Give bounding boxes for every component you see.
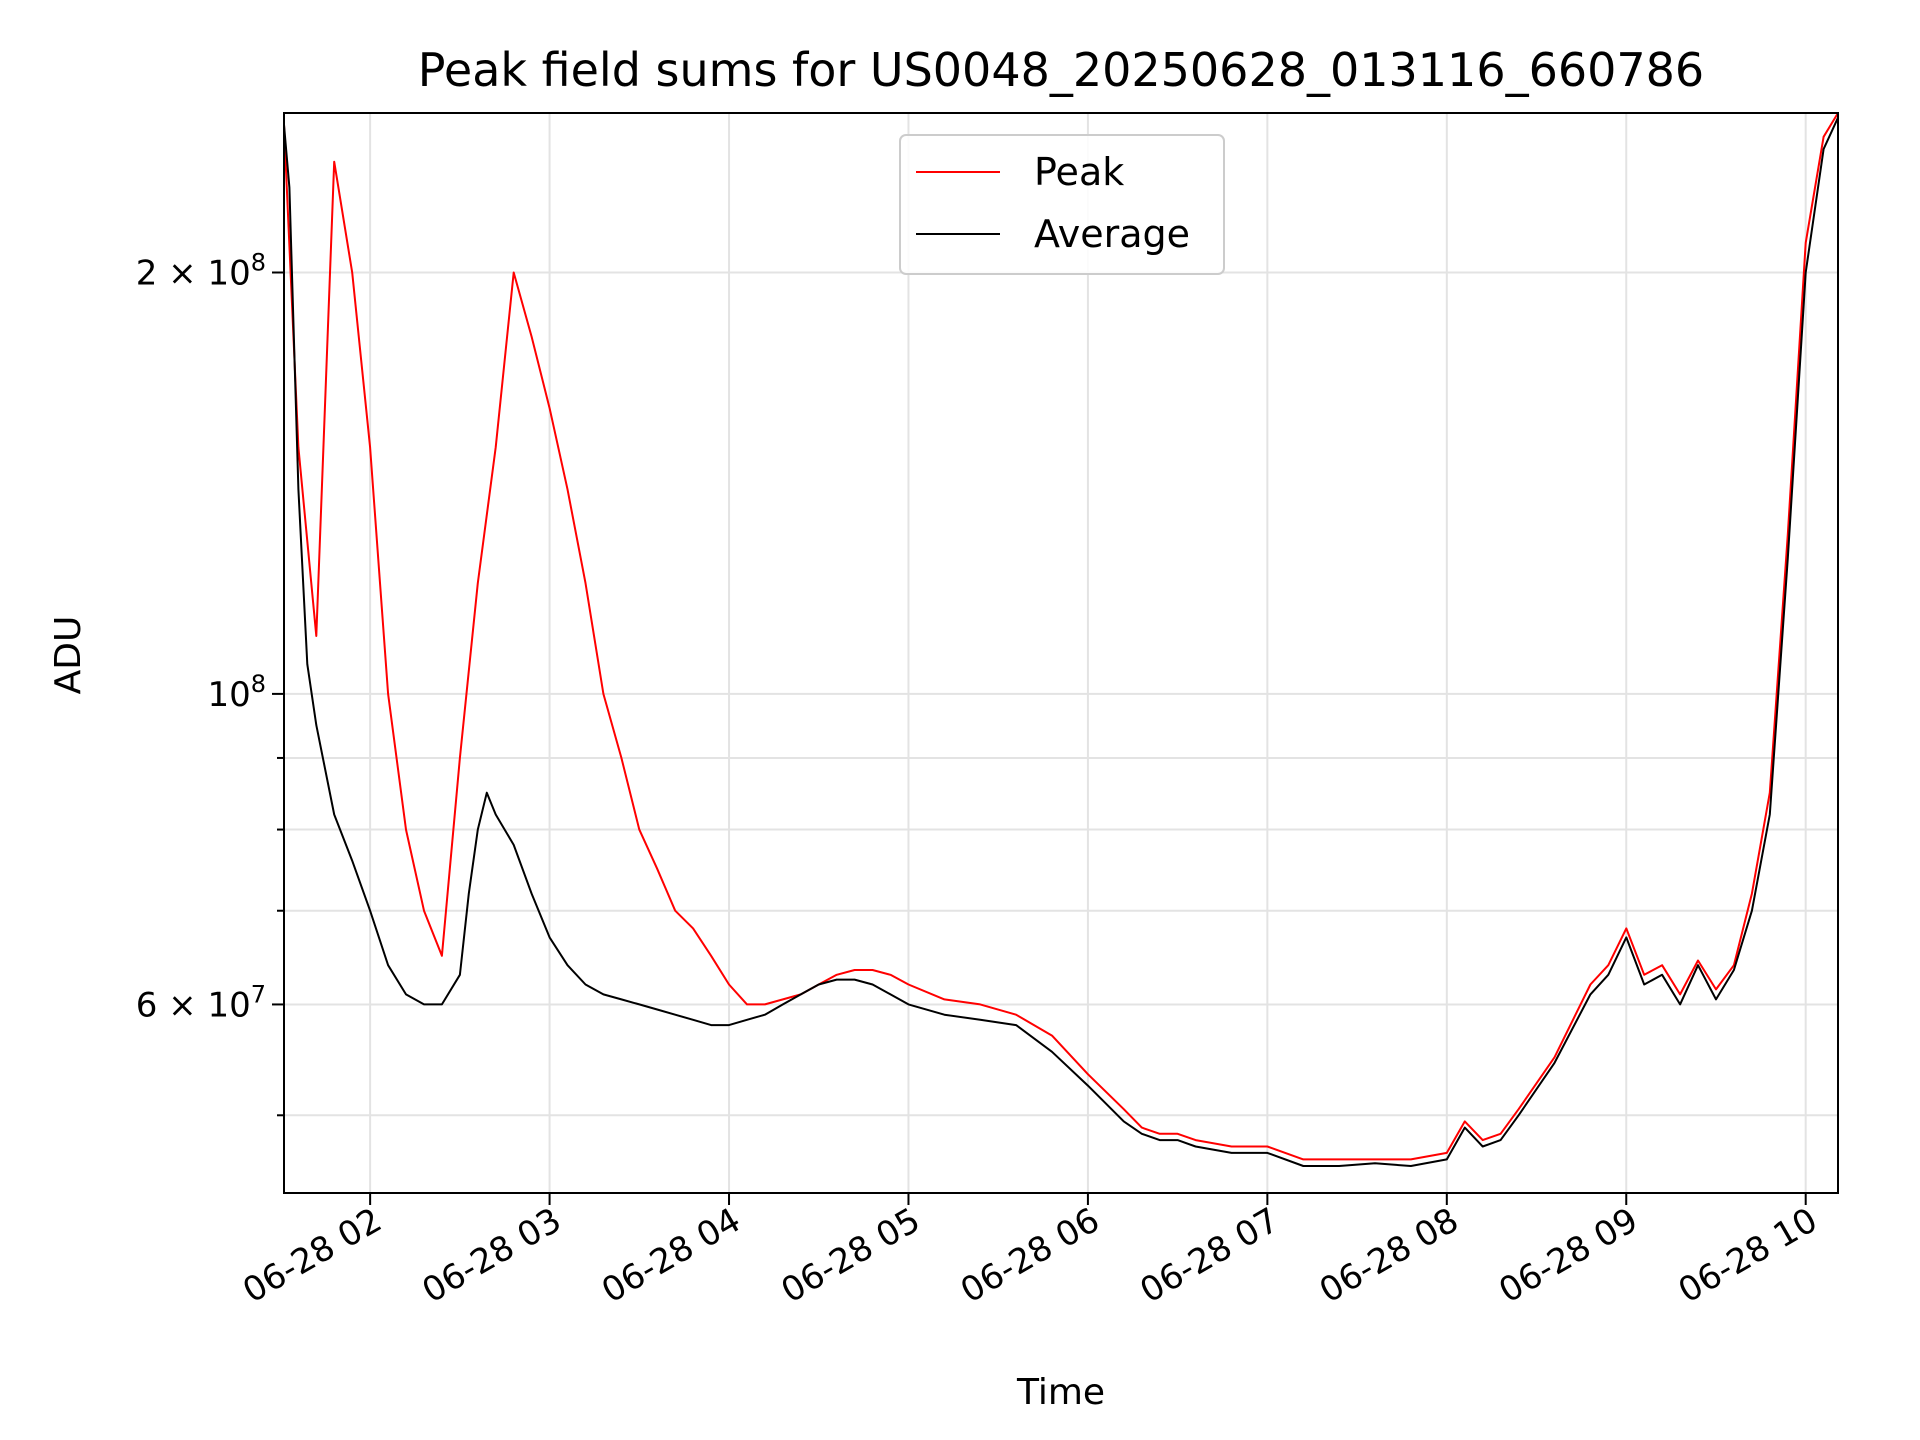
chart-title: Peak field sums for US0048_20250628_0131… xyxy=(418,43,1704,97)
y-tick-label-2: 2 × 108 xyxy=(136,249,266,294)
grid-layer xyxy=(284,113,1838,1193)
series-layer xyxy=(284,113,1838,1167)
y-axis-label: ADU xyxy=(48,616,89,695)
legend-box xyxy=(899,134,1225,275)
legend: Peak Average xyxy=(899,134,1225,275)
series-line-average xyxy=(284,117,1838,1167)
series-line-peak xyxy=(284,113,1838,1161)
plot-frame xyxy=(283,112,1839,1194)
y-tick-label-0: 6 × 107 xyxy=(136,980,266,1025)
legend-peak-label: Peak xyxy=(1034,150,1124,194)
y-tick-label-1: 108 xyxy=(207,670,266,715)
legend-average-label: Average xyxy=(1034,212,1190,256)
x-axis-label: Time xyxy=(1016,1372,1105,1413)
